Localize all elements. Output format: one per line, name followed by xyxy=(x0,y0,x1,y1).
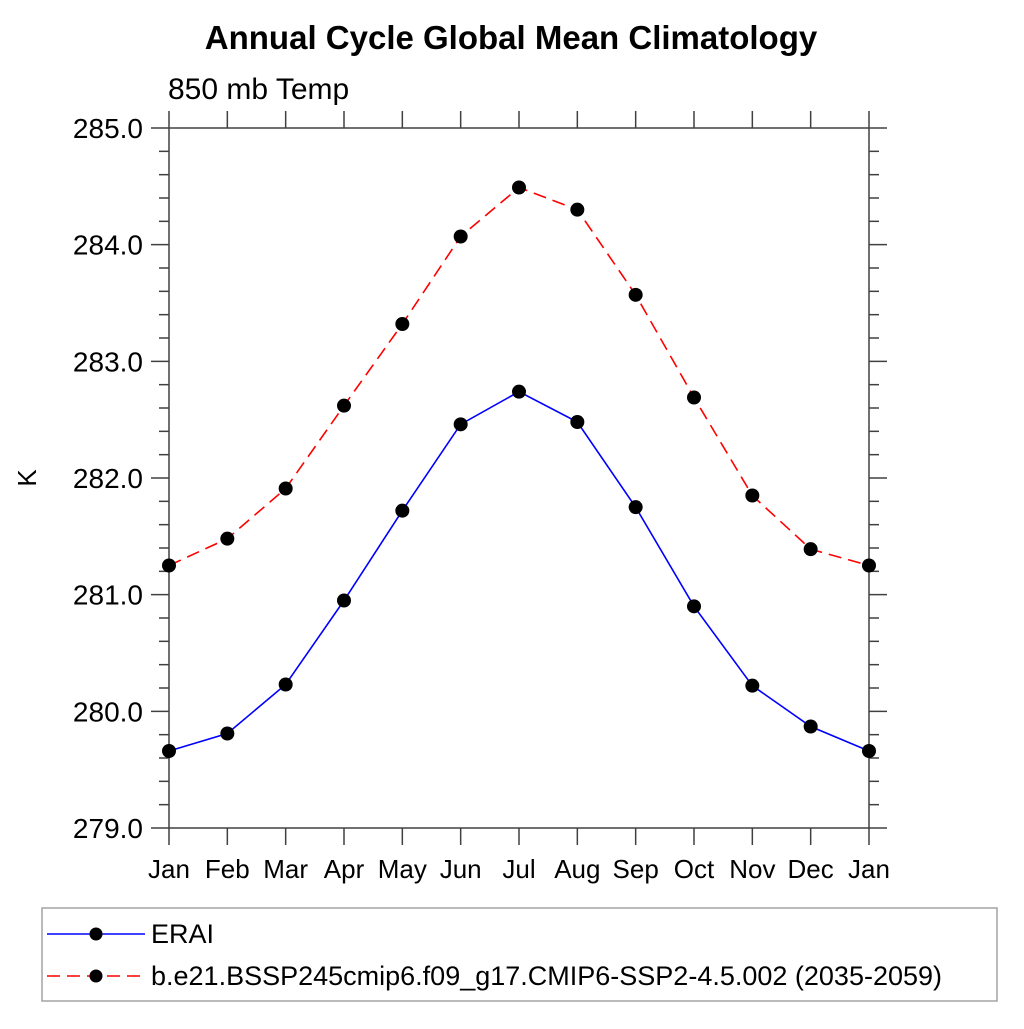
data-point-marker xyxy=(803,542,818,557)
data-point-marker xyxy=(162,558,176,573)
data-point-marker xyxy=(453,229,468,244)
data-point-marker xyxy=(220,531,235,546)
data-point-marker xyxy=(512,180,526,195)
data-point-marker xyxy=(453,417,468,432)
x-axis-month-label: Oct xyxy=(674,854,715,884)
plot-border xyxy=(168,127,870,829)
legend-box xyxy=(41,907,998,1002)
axis-ticks xyxy=(151,111,887,845)
data-point-marker xyxy=(628,287,643,302)
x-axis-month-label: Mar xyxy=(263,854,308,884)
x-axis-month-label: Jan xyxy=(148,854,190,884)
data-point-marker xyxy=(337,398,351,413)
x-axis-month-label: May xyxy=(378,854,427,884)
legend-swatch-marker xyxy=(89,969,103,983)
data-point-marker xyxy=(220,726,235,741)
data-point-marker xyxy=(512,384,526,399)
data-point-marker xyxy=(628,500,643,515)
x-axis-month-label: Apr xyxy=(324,854,365,884)
data-point-marker xyxy=(278,677,293,692)
legend: ERAI b.e21.BSSP245cmip6.f09_g17.CMIP6-SSP… xyxy=(41,907,998,1002)
legend-swatch-marker xyxy=(89,927,103,941)
series-line-erai xyxy=(168,390,870,752)
y-axis-tick-label: 285.0 xyxy=(73,113,143,144)
y-axis-tick-label: 279.0 xyxy=(73,813,143,844)
data-point-marker xyxy=(162,744,176,758)
x-axis-month-label: Jan xyxy=(848,854,890,884)
y-axis-tick-label: 281.0 xyxy=(73,580,143,611)
data-point-marker xyxy=(337,593,351,608)
legend-item-label: ERAI xyxy=(151,919,214,949)
y-axis-title: K xyxy=(12,469,42,487)
series-line-model xyxy=(168,186,870,567)
x-axis-month-label: Sep xyxy=(613,854,659,884)
y-axis-tick-labels: 279.0 280.0 281.0 282.0 283.0 284.0 285.0 xyxy=(73,113,143,844)
x-axis-month-label: Nov xyxy=(729,854,775,884)
chart-title: Annual Cycle Global Mean Climatology xyxy=(205,19,818,56)
data-point-marker xyxy=(862,558,876,573)
data-point-marker xyxy=(570,202,585,217)
data-point-marker xyxy=(570,415,585,429)
data-series xyxy=(162,180,876,758)
plot-frame xyxy=(168,127,870,829)
data-point-marker xyxy=(862,744,876,758)
data-point-marker xyxy=(278,481,293,496)
data-point-marker xyxy=(745,488,760,503)
y-axis-tick-label: 283.0 xyxy=(73,346,143,377)
data-point-marker xyxy=(687,599,701,614)
x-axis-month-label: Dec xyxy=(788,854,834,884)
x-axis-month-label: Feb xyxy=(205,854,250,884)
x-axis-month-label: Aug xyxy=(554,854,600,884)
x-axis-month-label: Jul xyxy=(502,854,535,884)
y-axis-tick-label: 282.0 xyxy=(73,463,143,494)
x-axis-month-labels: Jan Feb Mar Apr May Jun Jul Aug Sep Oct Nov Dec Jan xyxy=(148,854,890,884)
legend-item-label: b.e21.BSSP245cmip6.f09_g17.CMIP6-SSP2-4.… xyxy=(151,961,942,991)
x-axis-month-label: Jun xyxy=(440,854,482,884)
y-axis-tick-label: 280.0 xyxy=(73,696,143,727)
data-point-marker xyxy=(687,390,701,405)
data-point-marker xyxy=(395,503,410,518)
y-axis-tick-label: 284.0 xyxy=(73,230,143,261)
data-point-marker xyxy=(803,719,818,734)
data-point-marker xyxy=(395,317,410,331)
chart-subtitle: 850 mb Temp xyxy=(168,73,349,106)
data-point-marker xyxy=(745,678,760,693)
